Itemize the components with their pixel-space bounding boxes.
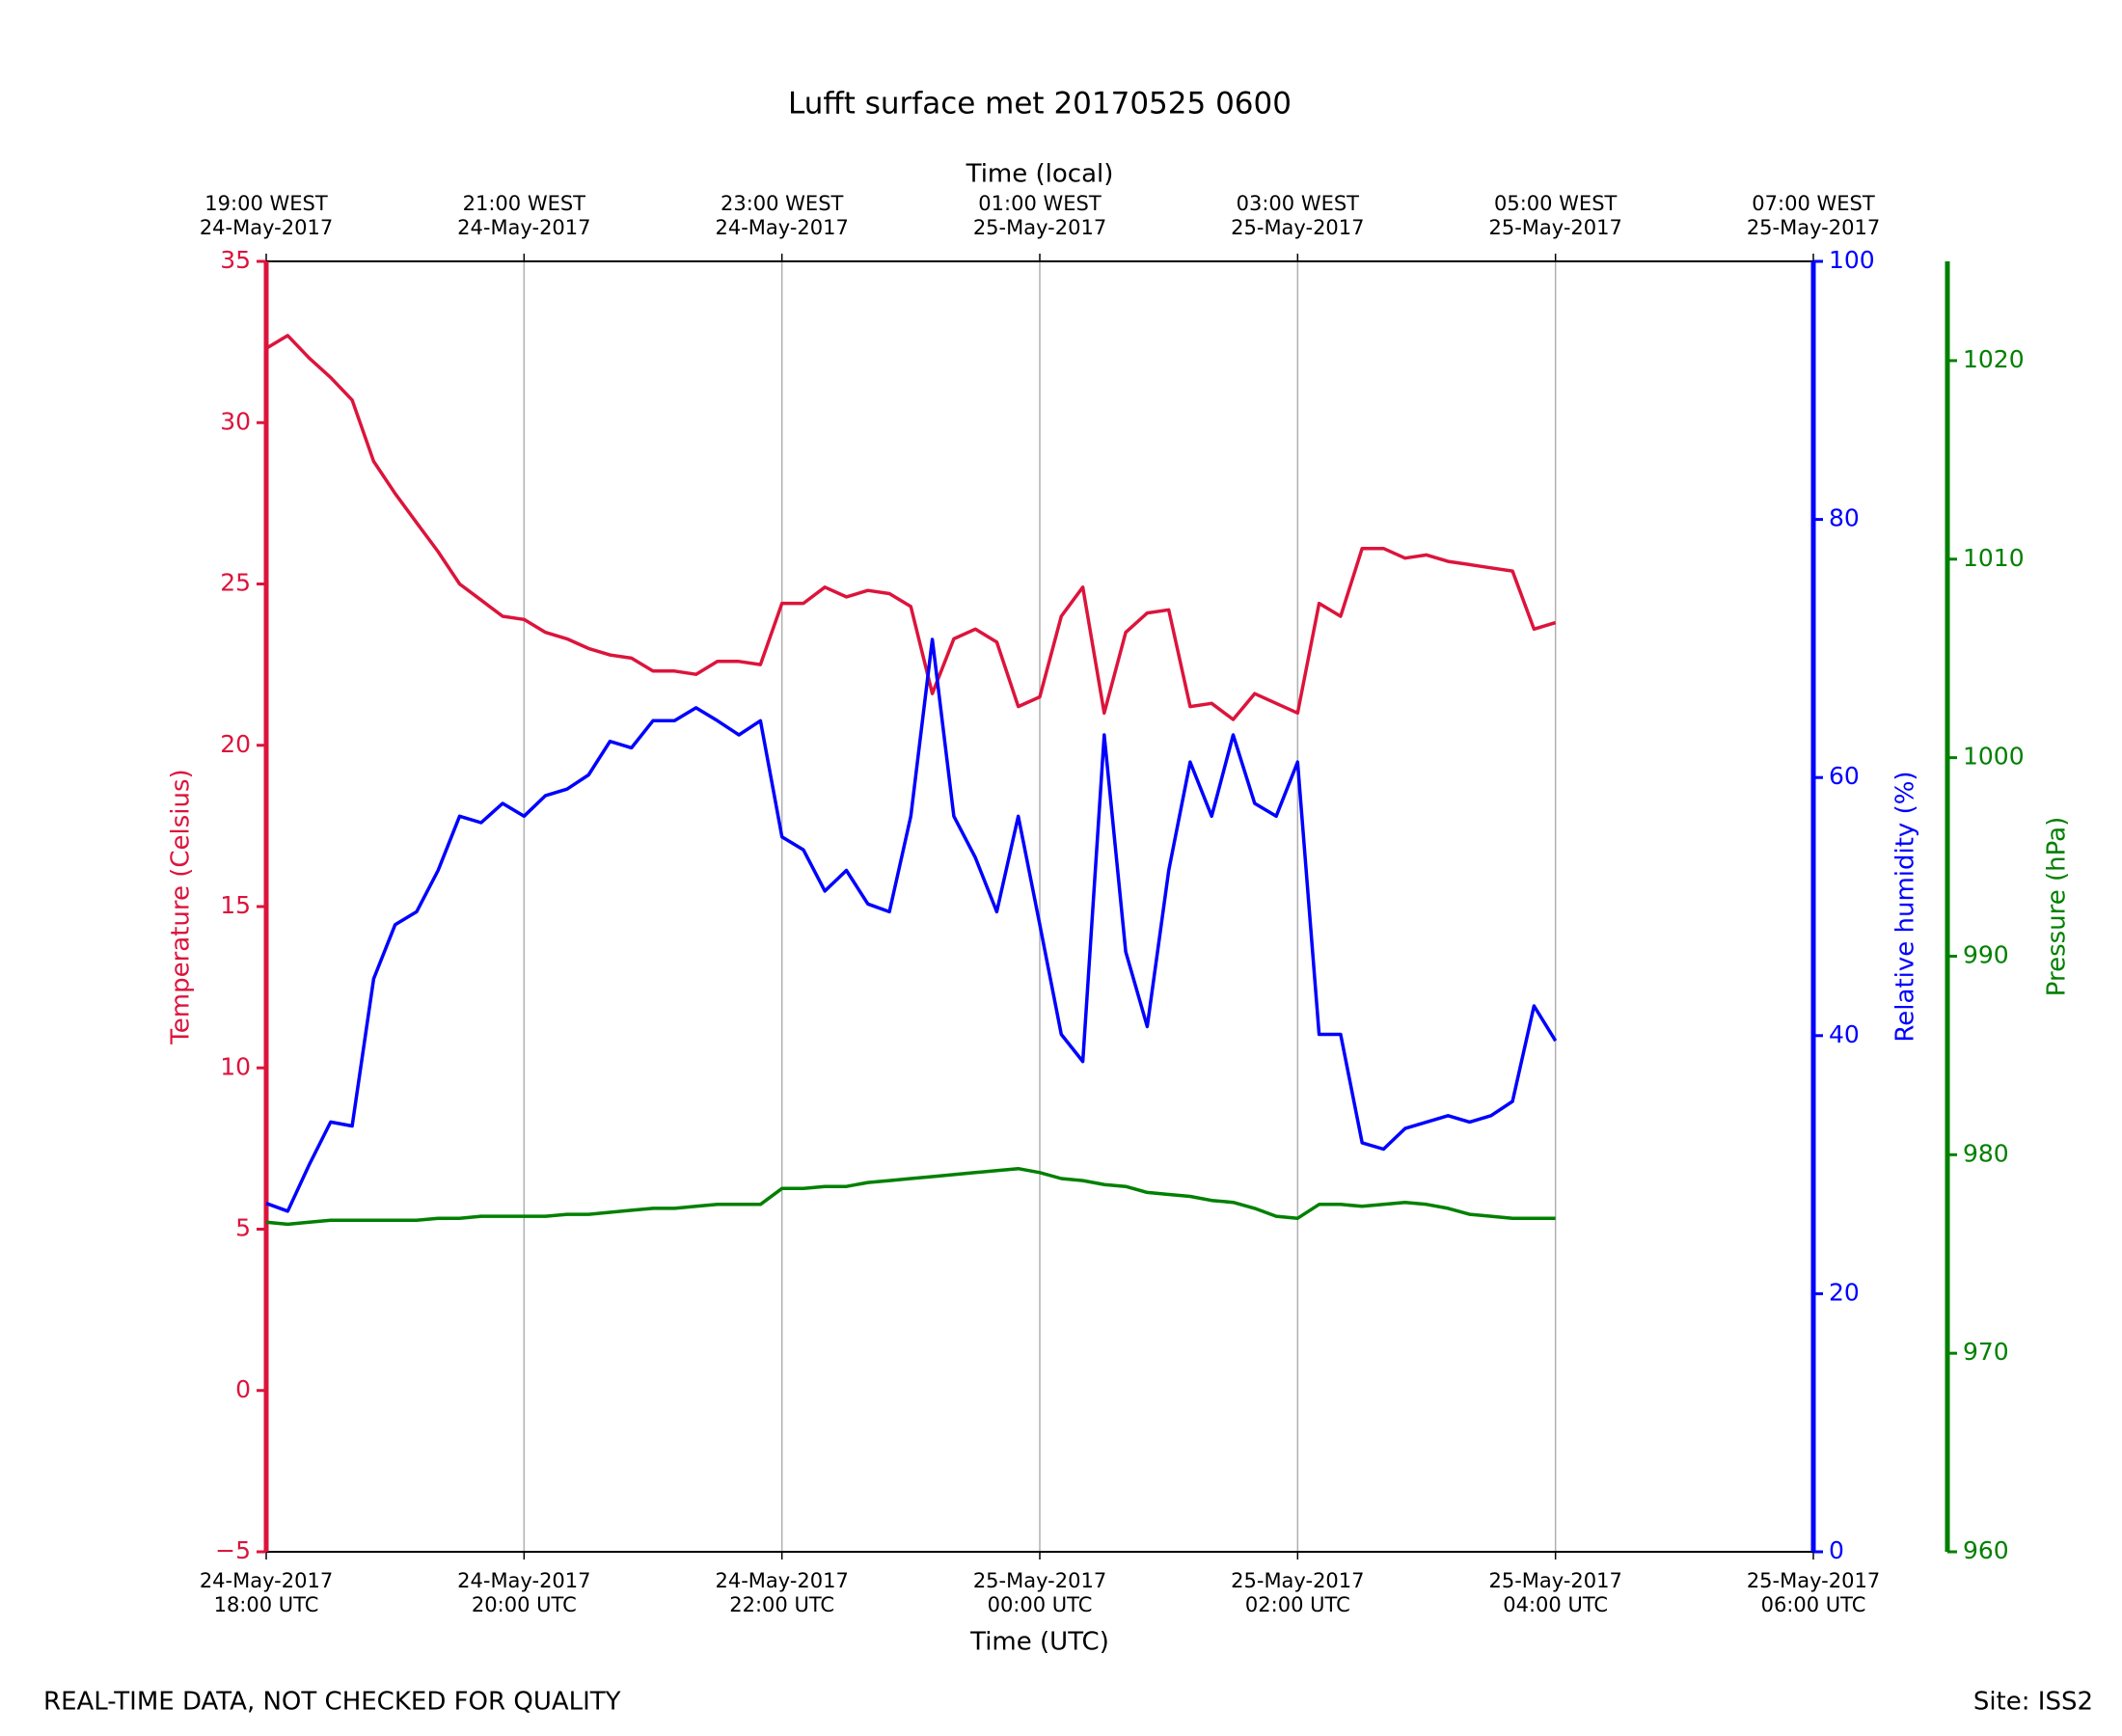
y-tick-label: 15 (220, 891, 251, 919)
x2-axis-label: Time (local) (966, 160, 1114, 189)
footer-note: REAL-TIME DATA, NOT CHECKED FOR QUALITY (43, 1688, 621, 1717)
y-tick-label: 10 (220, 1052, 251, 1080)
y2-tick-label: 100 (1829, 246, 1875, 274)
y2-axis-label: Relative humidity (%) (1891, 771, 1920, 1042)
x2-tick-label: 21:00 WEST 24-May-2017 (457, 192, 590, 239)
y-tick-label: 25 (220, 569, 251, 597)
x-axis-label: Time (UTC) (969, 1628, 1109, 1657)
y3-tick-label: 980 (1963, 1139, 2009, 1167)
y3-axis-label: Pressure (hPa) (2043, 817, 2072, 997)
y-tick-label: 20 (220, 730, 251, 758)
series-line (265, 637, 1558, 1213)
y2-tick-label: 80 (1829, 504, 1860, 532)
x2-tick-label: 07:00 WEST 25-May-2017 (1747, 192, 1880, 239)
y3-tick-label: 960 (1963, 1536, 2009, 1564)
chart-title: Lufft surface met 20170525 0600 (788, 87, 1292, 122)
x-tick-label: 25-May-2017 02:00 UTC (1231, 1569, 1364, 1616)
y2-tick-label: 0 (1829, 1536, 1844, 1564)
y-tick-label: 30 (220, 407, 251, 435)
x-tick-label: 24-May-2017 18:00 UTC (200, 1569, 333, 1616)
x2-tick-label: 01:00 WEST 25-May-2017 (973, 192, 1106, 239)
y2-tick-label: 60 (1829, 762, 1860, 790)
x2-tick-label: 03:00 WEST 25-May-2017 (1231, 192, 1364, 239)
y3-tick-label: 1020 (1963, 345, 2025, 373)
y-tick-label: 35 (220, 246, 251, 274)
y3-tick-label: 1000 (1963, 743, 2025, 771)
y-tick-label: 0 (235, 1375, 251, 1403)
y3-tick-label: 1010 (1963, 544, 2025, 572)
x-tick-label: 24-May-2017 20:00 UTC (457, 1569, 590, 1616)
y3-tick-label: 990 (1963, 940, 2009, 968)
x-tick-label: 25-May-2017 04:00 UTC (1488, 1569, 1621, 1616)
series-line (265, 334, 1557, 721)
y-tick-label: −5 (215, 1536, 251, 1564)
x-tick-label: 25-May-2017 06:00 UTC (1747, 1569, 1880, 1616)
series-line (265, 1166, 1556, 1227)
y3-tick-label: 970 (1963, 1338, 2009, 1366)
y2-tick-label: 40 (1829, 1020, 1860, 1048)
x2-tick-label: 23:00 WEST 24-May-2017 (715, 192, 848, 239)
x2-tick-label: 19:00 WEST 24-May-2017 (200, 192, 333, 239)
y-axis-label: Temperature (Celsius) (167, 769, 196, 1044)
x-tick-label: 24-May-2017 22:00 UTC (715, 1569, 848, 1616)
x2-tick-label: 05:00 WEST 25-May-2017 (1488, 192, 1621, 239)
x-tick-label: 25-May-2017 00:00 UTC (973, 1569, 1106, 1616)
site-label: Site: ISS2 (1973, 1688, 2093, 1717)
y2-tick-label: 20 (1829, 1278, 1860, 1306)
y-tick-label: 5 (235, 1214, 251, 1242)
